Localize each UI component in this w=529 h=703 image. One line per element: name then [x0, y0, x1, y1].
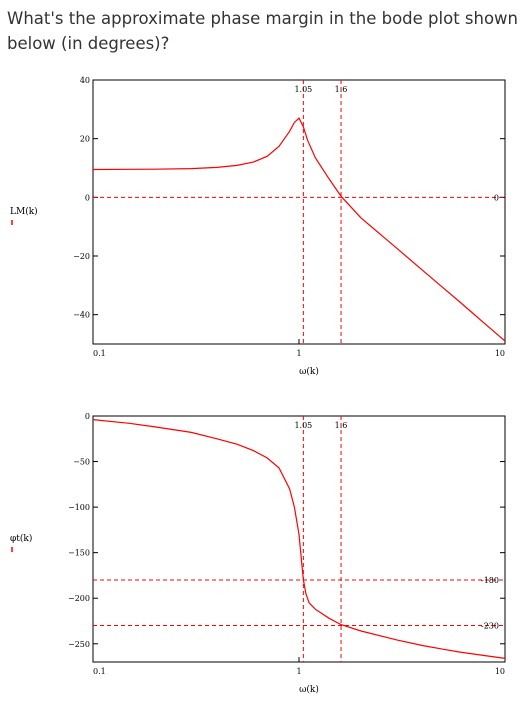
y-axis-title: φt(k) [10, 533, 32, 544]
x-axis-title: ω(k) [299, 366, 319, 377]
y-axis-title: LM(k) [10, 206, 38, 217]
y-tick-label: 20 [80, 135, 90, 144]
question-text: What's the approximate phase margin in t… [7, 9, 519, 53]
guide-hline-label: -230 [481, 622, 499, 631]
y-tick-label: −20 [73, 252, 90, 261]
guide-hline-label: 0 [494, 193, 499, 202]
guide-hline-label: -180 [481, 576, 499, 585]
x-tick-label: 0.1 [93, 667, 106, 676]
y-tick-label: −200 [68, 594, 90, 603]
y-tick-label: −40 [73, 311, 90, 320]
x-tick-label: 0.1 [93, 349, 106, 358]
y-tick-label: −50 [73, 458, 90, 467]
y-tick-label: −100 [68, 503, 90, 512]
guide-vline-label: 1.05 [294, 421, 312, 430]
guide-vline-label: 1.6 [335, 421, 348, 430]
magnitude-plot: 40 20 0 −20 −40 0.1 1 10 0 1.05 1.6 ω(k) LM(k) [10, 76, 506, 377]
y-tick-label: 0 [85, 193, 90, 202]
series-line [92, 419, 506, 659]
guide-vline-label: 1.05 [294, 85, 312, 94]
y-tick-label: 0 [85, 412, 90, 421]
x-axis-title: ω(k) [299, 684, 319, 695]
x-tick-label: 1 [296, 667, 301, 676]
y-tick-label: 40 [80, 76, 90, 85]
x-tick-label: 10 [495, 667, 505, 676]
x-tick-label: 1 [296, 349, 301, 358]
y-tick-label: −250 [68, 640, 90, 649]
plot-frame [92, 79, 506, 345]
series-line [92, 117, 506, 342]
guide-vline-label: 1.6 [335, 85, 348, 94]
phase-plot: 0 −50 −100 −150 −200 −250 0.1 1 10 -180 -230 1.05 1.… [10, 412, 506, 695]
x-tick-label: 10 [495, 349, 505, 358]
y-tick-label: −150 [68, 549, 90, 558]
